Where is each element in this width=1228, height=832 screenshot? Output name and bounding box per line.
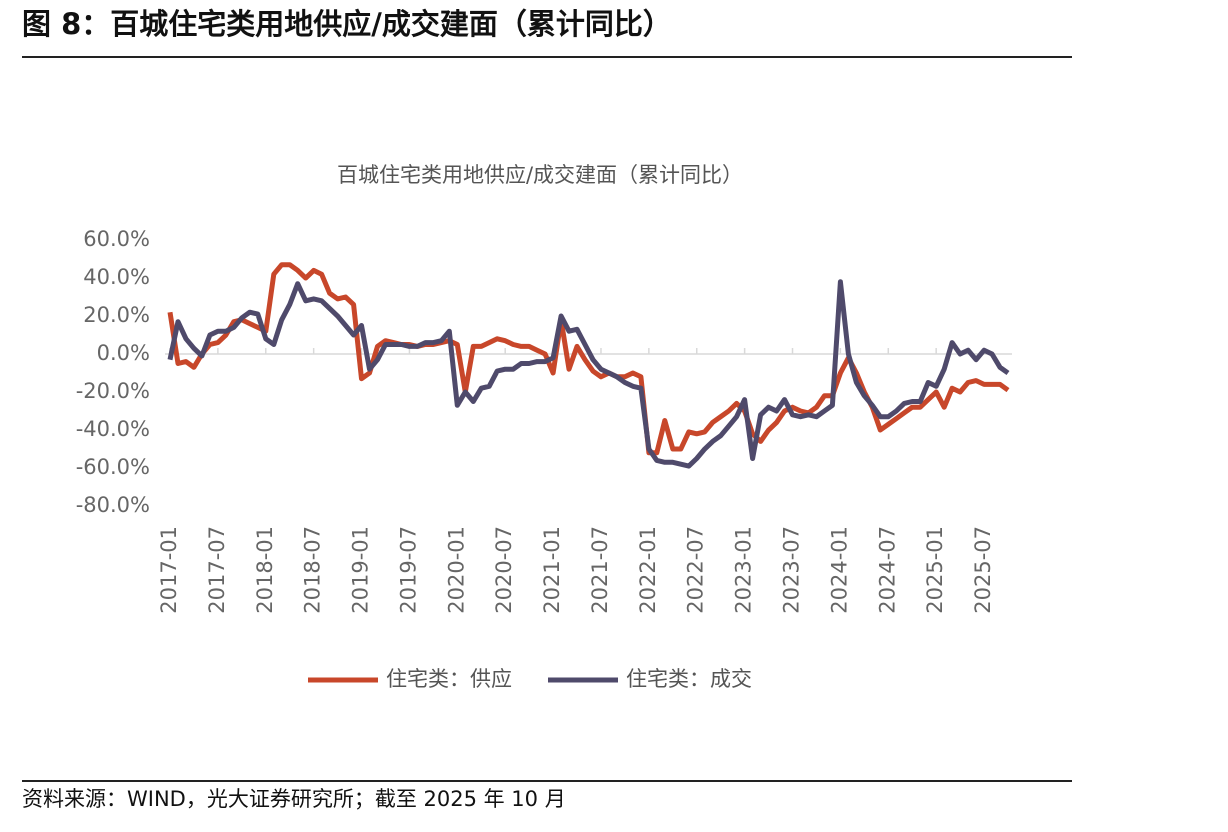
x-tick-label: 2025-07 <box>971 526 995 614</box>
y-tick-label: -80.0% <box>76 493 150 517</box>
x-tick-label: 2022-01 <box>636 526 660 614</box>
x-tick-label: 2024-07 <box>875 526 899 614</box>
y-tick-label: 0.0% <box>97 341 150 365</box>
y-tick-label: -20.0% <box>76 379 150 403</box>
x-tick-label: 2020-07 <box>492 526 516 614</box>
x-tick-label: 2021-07 <box>588 526 612 614</box>
x-tick-label: 2021-01 <box>540 526 564 614</box>
figure-title: 图 8：百城住宅类用地供应/成交建面（累计同比） <box>22 7 672 41</box>
y-tick-label: 40.0% <box>83 265 150 289</box>
x-tick-label: 2017-01 <box>157 526 181 614</box>
x-tick-label: 2019-07 <box>396 526 420 614</box>
x-tick-label: 2022-07 <box>684 526 708 614</box>
x-tick-label: 2024-01 <box>827 526 851 614</box>
legend-label: 住宅类：供应 <box>386 667 512 691</box>
series-line <box>167 279 1010 469</box>
y-tick-label: 20.0% <box>83 303 150 327</box>
y-tick-label: -40.0% <box>76 417 150 441</box>
x-tick-label: 2017-07 <box>205 526 229 614</box>
x-tick-label: 2025-01 <box>923 526 947 614</box>
x-tick-label: 2018-01 <box>253 526 277 614</box>
x-tick-label: 2019-01 <box>349 526 373 614</box>
legend-label: 住宅类：成交 <box>626 667 752 691</box>
chart-title: 百城住宅类用地供应/成交建面（累计同比） <box>337 163 743 187</box>
x-tick-label: 2020-01 <box>444 526 468 614</box>
source: 资料来源：WIND，光大证券研究所；截至 2025 年 10 月 <box>22 787 566 811</box>
y-tick-label: 60.0% <box>83 227 150 251</box>
x-tick-label: 2023-07 <box>780 526 804 614</box>
x-tick-label: 2018-07 <box>301 526 325 614</box>
x-tick-label: 2023-01 <box>732 526 756 614</box>
y-tick-label: -60.0% <box>76 455 150 479</box>
